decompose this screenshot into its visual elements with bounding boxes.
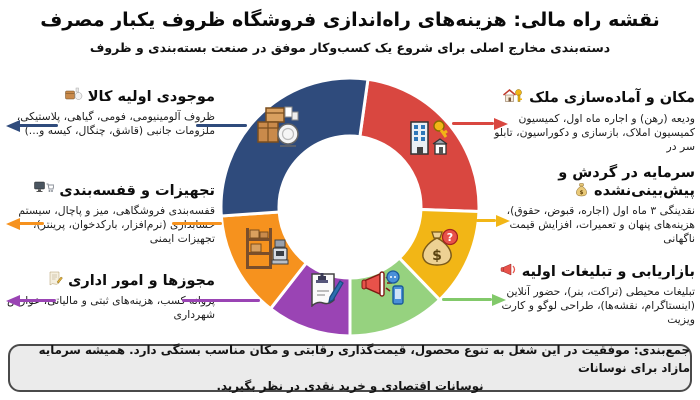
- money-bag-icon: $: [574, 182, 589, 202]
- section-working-capital-title-line1: سرمایه در گردش و: [558, 165, 695, 181]
- section-location-desc: ودیعه (رهن) و اجاره ماه اول، کمیسیون کمی…: [494, 111, 695, 153]
- megaphone-phone-icon: [360, 270, 406, 310]
- section-equipment-heading: تجهیزات و قفسه‌بندی: [5, 181, 215, 201]
- boxes-plates-icon: [254, 104, 300, 154]
- section-marketing: بازاریابی و تبلیغات اولیه تبلیغات محیطی …: [485, 262, 695, 327]
- section-working-capital: سرمایه در گردش و پیش‌بینی‌نشده $ نقدینگی…: [485, 165, 695, 246]
- arrow-marketing-line: [442, 298, 492, 301]
- section-licenses-heading: مجوزها و امور اداری: [5, 271, 215, 291]
- section-inventory-heading: موجودی اولیه کالا: [5, 87, 215, 107]
- arrow-inventory-tail: [196, 124, 247, 127]
- arrow-licenses-line: [18, 299, 56, 302]
- section-location: مکان و آماده‌سازی ملک ودیعه (رهن) و اجار…: [485, 88, 695, 154]
- section-marketing-heading: بازاریابی و تبلیغات اولیه: [485, 262, 695, 282]
- section-working-capital-heading-line2: پیش‌بینی‌نشده $: [485, 182, 695, 202]
- section-location-heading: مکان و آماده‌سازی ملک: [485, 88, 695, 109]
- house-key-icon: [502, 88, 524, 109]
- section-licenses-title: مجوزها و امور اداری: [68, 272, 215, 289]
- package-plate-icon: [64, 87, 83, 107]
- money-bag-question-icon: $ ?: [416, 228, 459, 274]
- section-location-title: مکان و آماده‌سازی ملک: [529, 90, 695, 106]
- arrow-equipment-line: [18, 222, 44, 225]
- megaphone-icon: [500, 262, 517, 282]
- section-equipment-desc: قفسه‌بندی فروشگاهی، میز و پاچال، سیستم ح…: [18, 203, 215, 245]
- shelf-register-icon: [243, 226, 289, 276]
- arrow-inventory-line: [18, 124, 58, 127]
- svg-text:$: $: [580, 190, 584, 196]
- section-inventory: موجودی اولیه کالا ظروف آلومینیومی، فومی،…: [5, 87, 215, 138]
- section-working-capital-heading-line1: سرمایه در گردش و: [485, 165, 695, 182]
- donut-segment-5: [219, 76, 370, 218]
- section-equipment: تجهیزات و قفسه‌بندی قفسه‌بندی فروشگاهی، …: [5, 181, 215, 246]
- scroll-pen-icon: [47, 271, 63, 291]
- section-marketing-desc: تبلیغات محیطی (تراکت، بنر)، حضور آنلاین …: [501, 284, 695, 326]
- section-inventory-desc: ظروف آلومینیومی، فومی، گیاهی، پلاستیکی، …: [16, 109, 215, 137]
- summary-line1: جمع‌بندی: موفقیت در این شغل به تنوع محصو…: [38, 342, 690, 375]
- building-key-icon: [408, 118, 450, 160]
- section-marketing-title: بازاریابی و تبلیغات اولیه: [521, 263, 695, 280]
- section-inventory-title: موجودی اولیه کالا: [87, 88, 215, 105]
- arrow-capital-line: [476, 219, 496, 222]
- page-subtitle: دسته‌بندی مخارج اصلی برای شروع یک کسب‌وک…: [89, 40, 611, 55]
- section-working-capital-title-line2: پیش‌بینی‌نشده: [594, 183, 695, 200]
- page-title: نقشه راه مالی: هزینه‌های راه‌اندازی فروش…: [40, 9, 660, 31]
- arrow-location-line: [452, 122, 494, 125]
- section-licenses: مجوزها و امور اداری پروانه کسب، هزینه‌ها…: [5, 271, 215, 322]
- arrow-equipment-tail: [172, 222, 222, 225]
- arrow-licenses-tail: [182, 299, 260, 302]
- document-stamp-icon: [306, 271, 344, 311]
- summary-line2: نوسانات اقتصادی و خرید نقدی در نظر بگیری…: [216, 379, 484, 394]
- section-equipment-title: تجهیزات و قفسه‌بندی: [59, 182, 215, 199]
- summary-box: جمع‌بندی: موفقیت در این شغل به تنوع محصو…: [8, 342, 692, 394]
- svg-text:$: $: [432, 248, 442, 264]
- svg-text:?: ?: [447, 231, 453, 244]
- section-licenses-desc: پروانه کسب، هزینه‌های ثبتی و مالیاتی، عو…: [7, 293, 215, 321]
- section-working-capital-desc: نقدینگی ۳ ماه اول (اجاره، قبوض، حقوق)، ه…: [506, 204, 695, 246]
- monitor-cart-icon: [34, 181, 56, 201]
